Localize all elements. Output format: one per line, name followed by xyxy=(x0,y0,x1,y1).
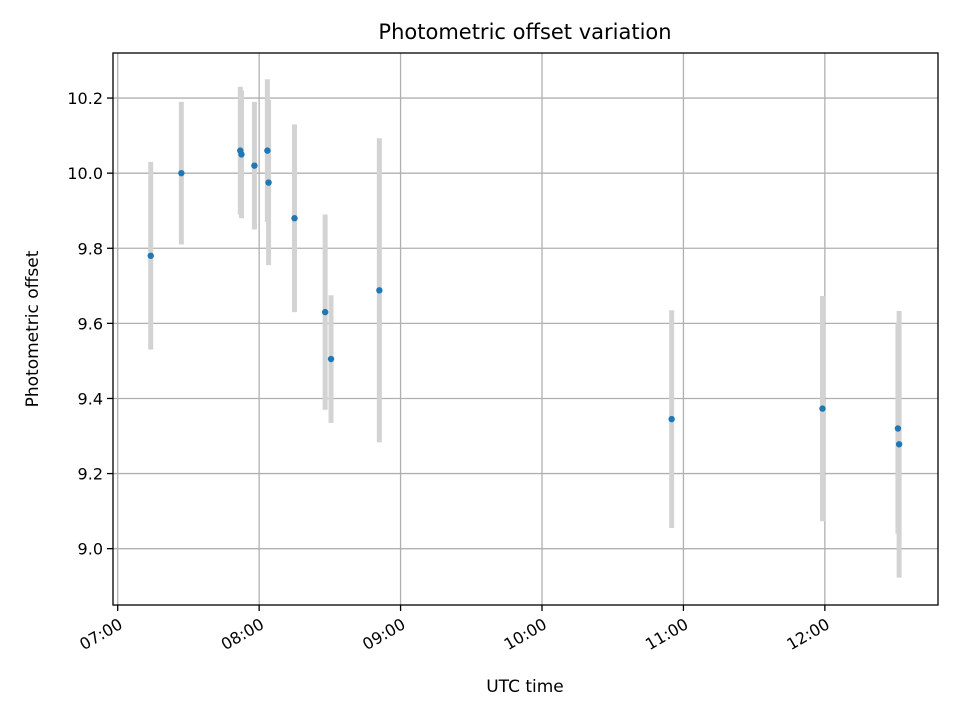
data-point xyxy=(291,215,298,222)
error-bars xyxy=(148,79,902,578)
y-axis-label: Photometric offset xyxy=(23,250,43,407)
grid xyxy=(113,53,938,605)
x-axis-ticks: 07:00 08:00 09:00 10:00 11:00 12:00 xyxy=(76,605,833,654)
data-point xyxy=(895,441,903,448)
y-tick-label: 9.8 xyxy=(78,239,103,258)
data-point xyxy=(327,355,335,363)
y-tick-label: 10.0 xyxy=(67,164,103,183)
data-point xyxy=(668,415,675,423)
chart-title: Photometric offset variation xyxy=(378,20,671,44)
data-point xyxy=(265,179,272,186)
data-point xyxy=(251,162,258,169)
data-point xyxy=(178,169,185,177)
data-point xyxy=(264,147,271,154)
x-axis-label: UTC time xyxy=(486,677,564,697)
y-tick-label: 9.6 xyxy=(78,314,103,333)
y-tick-label: 9.2 xyxy=(78,465,103,484)
x-tick-label: 11:00 xyxy=(642,614,691,654)
plot-frame xyxy=(112,52,939,606)
y-tick-label: 9.0 xyxy=(78,540,103,559)
data-point xyxy=(238,151,245,158)
x-tick-label: 12:00 xyxy=(783,614,832,654)
data-point xyxy=(819,405,826,412)
y-tick-label: 9.4 xyxy=(78,389,103,408)
data-point xyxy=(376,287,383,294)
x-tick-label: 07:00 xyxy=(76,614,125,654)
x-tick-label: 09:00 xyxy=(359,614,408,654)
data-point xyxy=(894,425,902,432)
x-tick-label: 10:00 xyxy=(501,614,550,654)
data-point xyxy=(321,308,329,316)
data-point xyxy=(147,252,154,259)
y-tick-label: 10.2 xyxy=(67,89,103,108)
x-tick-label: 08:00 xyxy=(218,614,267,654)
y-axis-ticks: 9.0 9.2 9.4 9.6 9.8 10.0 10.2 xyxy=(67,89,113,559)
data-points xyxy=(147,147,903,448)
